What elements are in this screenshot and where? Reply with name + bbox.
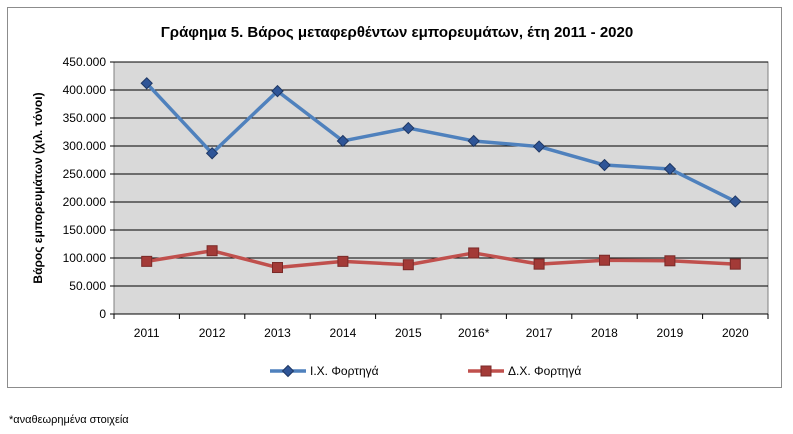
x-tick-label: 2011	[134, 326, 160, 340]
legend-marker	[480, 365, 492, 377]
y-tick-label: 100.000	[63, 251, 107, 265]
y-tick-label: 300.000	[63, 139, 107, 153]
data-point	[664, 255, 676, 267]
x-tick-label: 2019	[657, 326, 684, 340]
series-line-1	[145, 82, 737, 204]
y-axis-label: Βάρος εμπορευμάτων (χιλ. τόνοι)	[31, 92, 45, 283]
y-tick-label: 0	[99, 307, 106, 321]
y-tick-label: 250.000	[63, 167, 107, 181]
data-point	[140, 77, 153, 90]
y-tick-label: 150.000	[63, 223, 107, 237]
data-point	[272, 262, 283, 274]
legend-label: Δ.Χ. Φορτηγά	[508, 364, 581, 378]
data-point	[468, 247, 480, 259]
y-tick-label: 200.000	[63, 195, 107, 209]
x-tick-label: 2018	[591, 326, 618, 340]
data-point	[663, 162, 677, 176]
legend-marker	[281, 364, 295, 378]
legend-label: Ι.Χ. Φορτηγά	[310, 364, 379, 378]
data-point	[337, 255, 349, 267]
data-point	[533, 258, 545, 270]
data-point	[336, 134, 350, 148]
x-tick-label: 2016*	[458, 326, 490, 340]
data-point	[206, 245, 218, 257]
data-point	[729, 258, 741, 270]
data-point	[402, 259, 414, 271]
footnote: *αναθεωρημένα στοιχεία	[9, 414, 129, 426]
data-point	[205, 147, 219, 160]
y-tick-label: 450.000	[63, 55, 107, 69]
data-point	[598, 158, 611, 172]
data-point	[271, 84, 284, 98]
data-point	[729, 195, 742, 208]
data-point	[141, 255, 153, 267]
plot-area	[113, 61, 769, 315]
series-line-2	[146, 248, 736, 270]
x-tick-label: 2012	[199, 326, 226, 340]
x-tick-label: 2014	[330, 326, 357, 340]
data-point	[599, 254, 610, 266]
y-tick-label: 400.000	[63, 83, 107, 97]
data-point	[532, 140, 546, 153]
x-tick-label: 2017	[526, 326, 553, 340]
data-point	[467, 134, 480, 148]
y-tick-label: 50.000	[69, 279, 106, 293]
x-tick-label: 2015	[395, 326, 422, 340]
data-point	[402, 121, 415, 135]
y-tick-label: 350.000	[63, 111, 107, 125]
x-tick-label: 2013	[264, 326, 291, 340]
chart-title: Γράφημα 5. Βάρος μεταφερθέντων εμπορευμά…	[161, 24, 633, 41]
x-tick-label: 2020	[722, 326, 749, 340]
